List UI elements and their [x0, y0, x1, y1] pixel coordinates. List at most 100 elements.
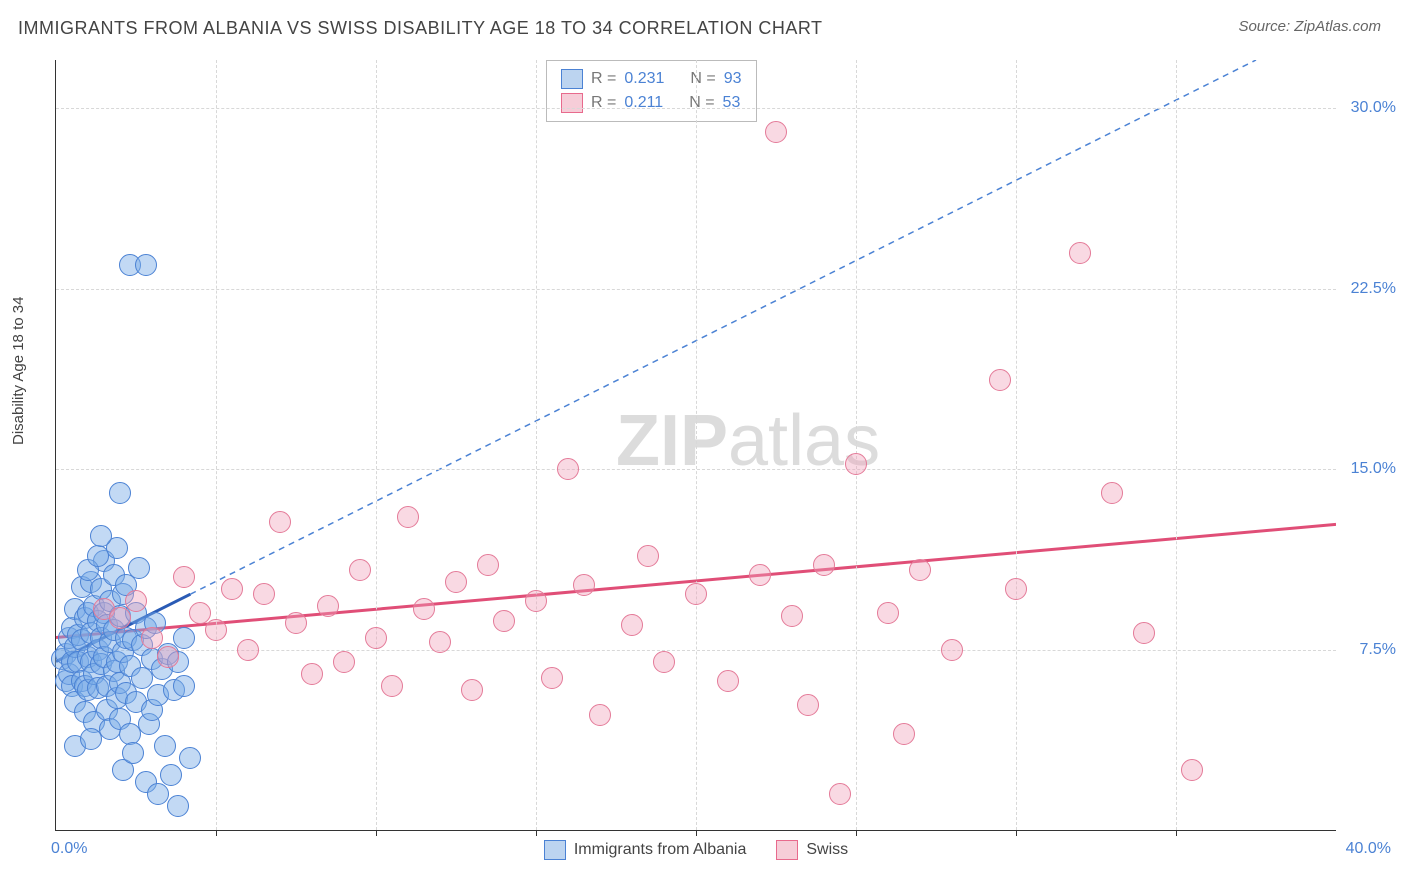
scatter-point [80, 728, 102, 750]
scatter-point [349, 559, 371, 581]
gridline-v [216, 60, 217, 830]
legend-series: Immigrants from Albania Swiss [56, 840, 1336, 860]
scatter-point [429, 631, 451, 653]
scatter-point [381, 675, 403, 697]
legend-series-label: Immigrants from Albania [574, 841, 747, 858]
scatter-point [128, 557, 150, 579]
scatter-point [221, 578, 243, 600]
legend-n-label: N = [690, 67, 715, 91]
y-tick-label: 15.0% [1351, 460, 1396, 478]
source-label: Source: ZipAtlas.com [1238, 18, 1381, 35]
scatter-point [141, 627, 163, 649]
gridline-v [696, 60, 697, 830]
scatter-point [135, 254, 157, 276]
scatter-point [397, 506, 419, 528]
scatter-point [845, 453, 867, 475]
scatter-point [909, 559, 931, 581]
scatter-point [797, 694, 819, 716]
scatter-point [317, 595, 339, 617]
gridline-v [376, 60, 377, 830]
legend-swatch [776, 840, 798, 860]
chart-title: IMMIGRANTS FROM ALBANIA VS SWISS DISABIL… [18, 18, 823, 39]
scatter-point [1181, 759, 1203, 781]
legend-r-label: R = [591, 91, 616, 115]
scatter-point [269, 511, 291, 533]
scatter-point [301, 663, 323, 685]
scatter-point [477, 554, 499, 576]
plot-area: ZIPatlas R =0.231N =93R =0.211N =53 Immi… [55, 60, 1336, 831]
scatter-point [445, 571, 467, 593]
scatter-point [685, 583, 707, 605]
legend-n-value: 93 [724, 67, 742, 91]
scatter-point [173, 675, 195, 697]
scatter-point [1101, 482, 1123, 504]
gridline-v [536, 60, 537, 830]
scatter-point [541, 667, 563, 689]
scatter-point [237, 639, 259, 661]
scatter-point [1133, 622, 1155, 644]
x-tick [856, 830, 857, 836]
scatter-point [749, 564, 771, 586]
scatter-point [525, 590, 547, 612]
y-tick-label: 7.5% [1360, 641, 1396, 659]
scatter-point [179, 747, 201, 769]
scatter-point [167, 795, 189, 817]
scatter-point [1069, 242, 1091, 264]
scatter-point [109, 482, 131, 504]
scatter-point [765, 121, 787, 143]
scatter-point [154, 735, 176, 757]
scatter-point [205, 619, 227, 641]
legend-r-label: R = [591, 67, 616, 91]
legend-n-value: 53 [723, 91, 741, 115]
legend-series-label: Swiss [806, 841, 848, 858]
scatter-point [493, 610, 515, 632]
scatter-point [285, 612, 307, 634]
scatter-point [1005, 578, 1027, 600]
scatter-point [813, 554, 835, 576]
legend-correlation: R =0.231N =93R =0.211N =53 [546, 60, 757, 122]
x-tick [696, 830, 697, 836]
scatter-point [87, 545, 109, 567]
gridline-v [1176, 60, 1177, 830]
scatter-point [365, 627, 387, 649]
scatter-point [893, 723, 915, 745]
scatter-point [573, 574, 595, 596]
x-tick [1016, 830, 1017, 836]
scatter-point [717, 670, 739, 692]
scatter-point [160, 764, 182, 786]
scatter-point [637, 545, 659, 567]
scatter-point [90, 525, 112, 547]
x-axis-max-label: 40.0% [1346, 840, 1391, 858]
x-tick [1176, 830, 1177, 836]
scatter-point [413, 598, 435, 620]
scatter-point [877, 602, 899, 624]
scatter-point [173, 627, 195, 649]
legend-swatch [561, 93, 583, 113]
gridline-v [856, 60, 857, 830]
scatter-point [653, 651, 675, 673]
legend-swatch [561, 69, 583, 89]
x-tick [216, 830, 217, 836]
scatter-point [157, 646, 179, 668]
scatter-point [621, 614, 643, 636]
y-axis-label: Disability Age 18 to 34 [10, 297, 27, 445]
y-tick-label: 30.0% [1351, 99, 1396, 117]
scatter-point [333, 651, 355, 673]
scatter-point [122, 742, 144, 764]
scatter-point [941, 639, 963, 661]
x-tick [376, 830, 377, 836]
gridline-v [1016, 60, 1017, 830]
legend-swatch [544, 840, 566, 860]
scatter-point [461, 679, 483, 701]
scatter-point [109, 607, 131, 629]
y-tick-label: 22.5% [1351, 280, 1396, 298]
legend-n-label: N = [689, 91, 714, 115]
x-tick [536, 830, 537, 836]
scatter-point [125, 590, 147, 612]
scatter-point [147, 783, 169, 805]
scatter-point [829, 783, 851, 805]
legend-correlation-row: R =0.211N =53 [561, 91, 742, 115]
scatter-point [253, 583, 275, 605]
scatter-point [989, 369, 1011, 391]
scatter-point [589, 704, 611, 726]
